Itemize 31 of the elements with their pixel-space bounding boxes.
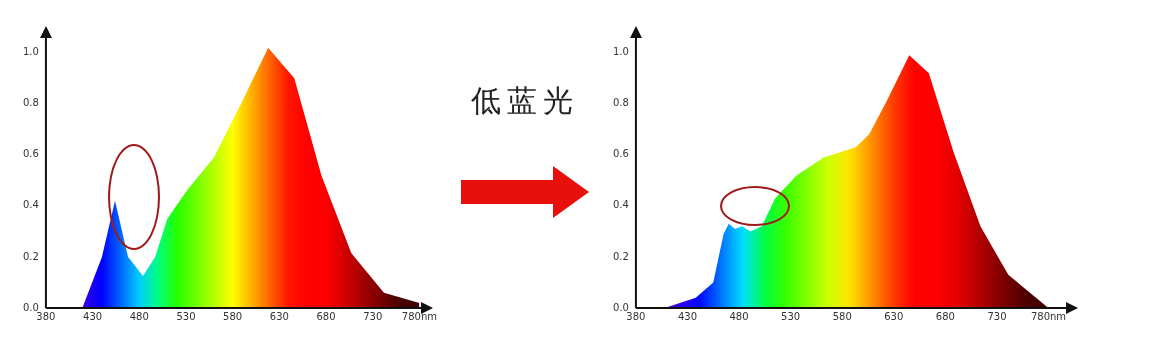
x-tick-label: 580 bbox=[223, 310, 243, 322]
y-tick-label: 0.4 bbox=[23, 199, 39, 211]
y-tick-label: 0.6 bbox=[23, 148, 39, 160]
x-tick-label: 730 bbox=[363, 310, 383, 322]
x-tick-label: 580 bbox=[832, 310, 852, 322]
x-tick-label: 430 bbox=[677, 310, 698, 322]
y-tick-label: 0.6 bbox=[613, 148, 629, 160]
x-tick-label: 480 bbox=[729, 310, 749, 322]
x-tick-label: 380 bbox=[36, 310, 56, 322]
x-tick-label: 780nm bbox=[1030, 310, 1067, 322]
text: 低蓝光 bbox=[471, 82, 579, 120]
x-tick-label: 680 bbox=[935, 310, 955, 322]
y-tick-label: 0.2 bbox=[613, 250, 629, 262]
y-tick-label: 0.8 bbox=[23, 97, 39, 109]
y-tick-label: 0.0 bbox=[23, 301, 39, 313]
y-tick-label: 0.0 bbox=[613, 301, 629, 313]
x-tick-label: 630 bbox=[884, 310, 904, 322]
x-tick-label: 730 bbox=[987, 310, 1007, 322]
x-tick-label: 380 bbox=[626, 310, 646, 322]
y-tick-label: 1.0 bbox=[613, 46, 629, 58]
x-tick-label: 680 bbox=[316, 310, 336, 322]
x-tick-label: 630 bbox=[269, 310, 289, 322]
x-tick-label: 530 bbox=[176, 310, 196, 322]
y-tick-label: 0.2 bbox=[23, 250, 39, 262]
x-tick-label: 430 bbox=[83, 310, 103, 322]
y-tick-label: 1.0 bbox=[23, 46, 39, 58]
x-tick-label: 480 bbox=[129, 310, 149, 322]
y-tick-label: 0.8 bbox=[613, 97, 629, 109]
x-tick-label: 780nm bbox=[401, 310, 437, 322]
y-tick-label: 0.4 bbox=[613, 199, 629, 211]
x-tick-label: 530 bbox=[781, 310, 801, 322]
